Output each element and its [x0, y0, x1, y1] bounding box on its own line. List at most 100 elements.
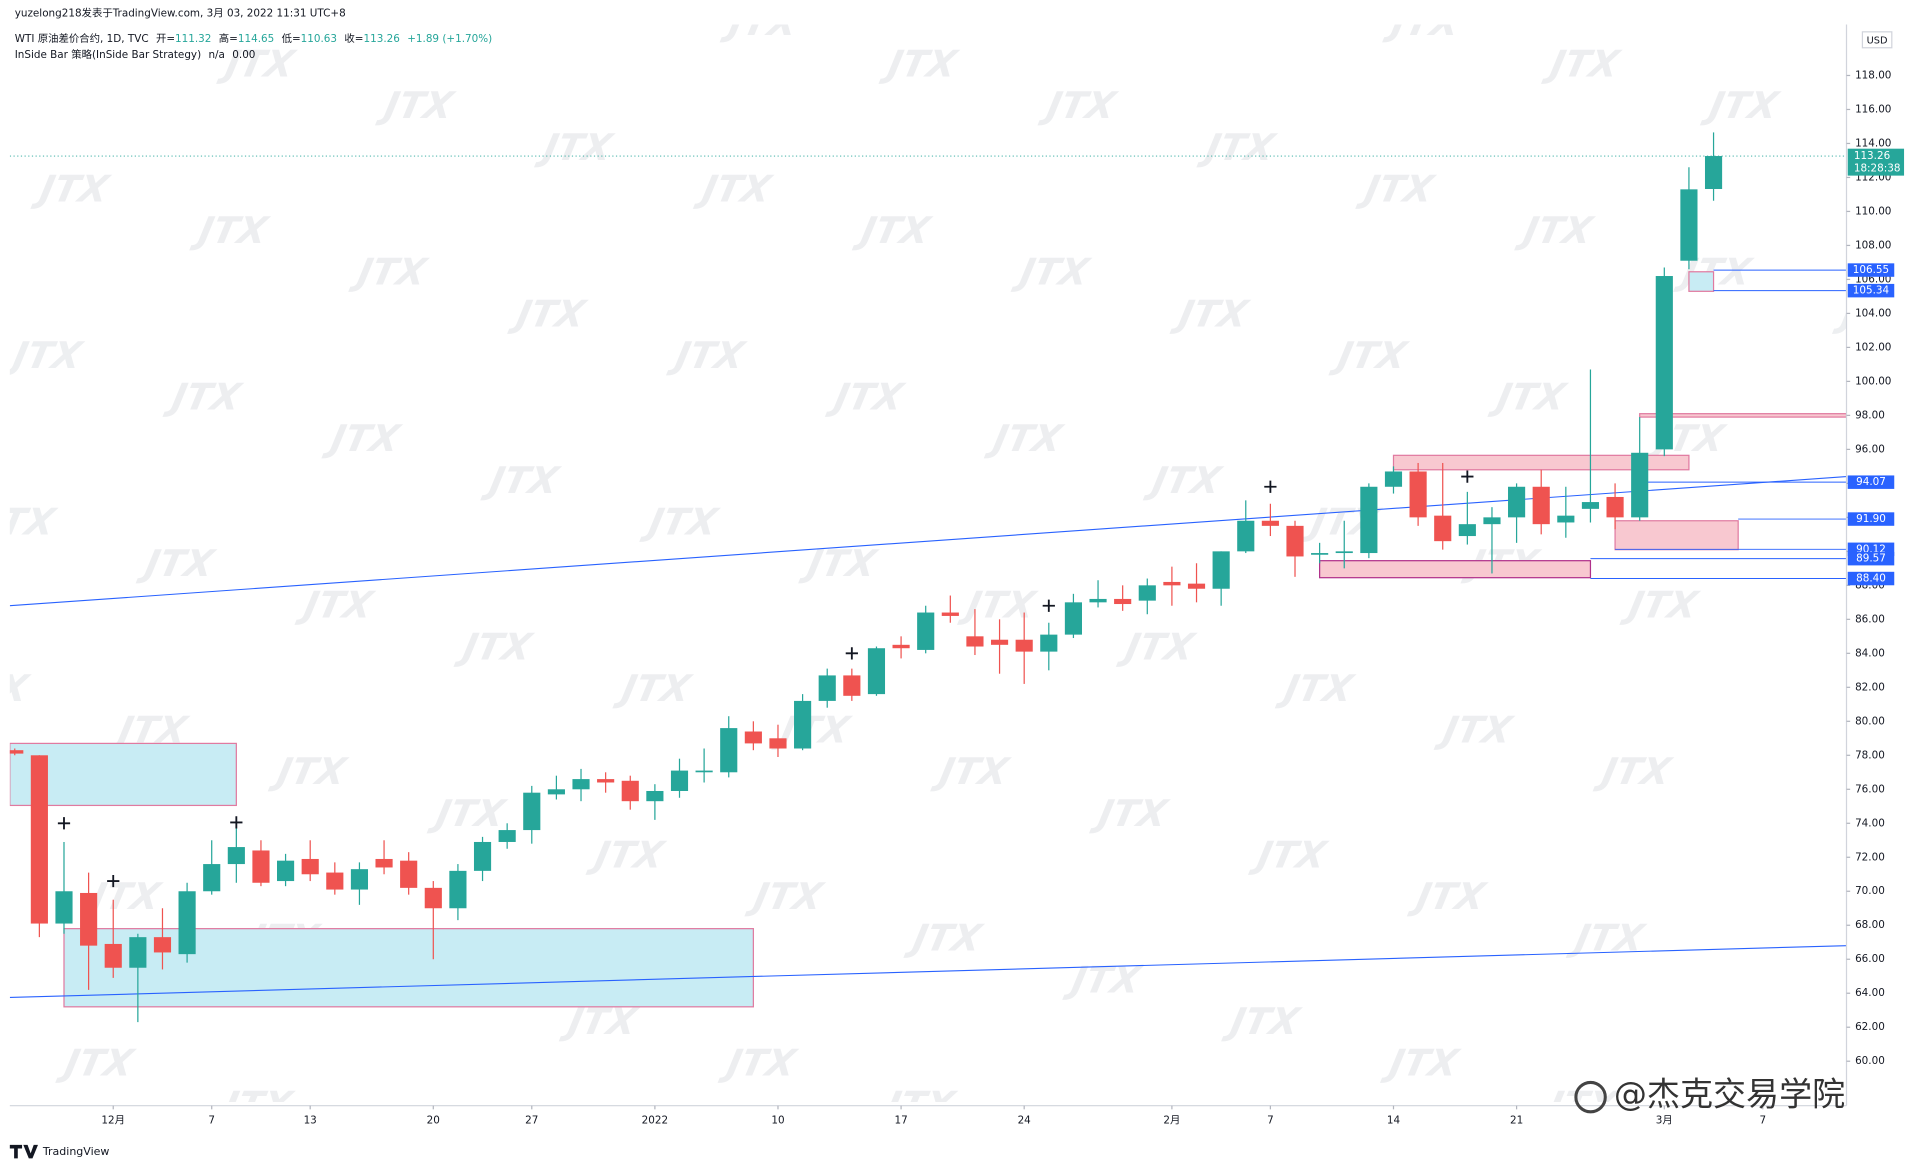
watermark: JTX: [1699, 85, 1784, 128]
candle-body: [892, 644, 910, 649]
watermark: JTX: [1513, 209, 1598, 252]
candle-body: [375, 858, 393, 868]
candle-body: [424, 887, 442, 909]
candle-body: [794, 700, 812, 749]
candle-body: [843, 675, 861, 696]
field-value: 114.65: [238, 33, 274, 45]
change: +1.89 (+1.70%): [407, 33, 492, 45]
y-tick-label: 96.00: [1855, 443, 1885, 455]
candle-body: [1335, 551, 1353, 554]
candle-body: [30, 755, 48, 924]
candle-body: [1138, 585, 1156, 601]
candle-body: [129, 937, 147, 968]
watermark: JTX: [479, 459, 564, 502]
watermark: JTX: [638, 501, 723, 544]
watermark: JTX: [983, 418, 1068, 461]
plot-area: [9, 132, 1847, 1023]
watermark: JTX: [956, 584, 1041, 627]
field-name: 收=: [344, 32, 363, 45]
candle-body: [400, 860, 418, 888]
watermark: JTX: [929, 751, 1014, 794]
x-tick-label: 17: [894, 1114, 907, 1126]
candle-body: [1606, 496, 1624, 518]
candle-body: [1114, 598, 1132, 605]
x-tick-label: 7: [1267, 1114, 1274, 1126]
watermark: JTX: [1220, 1000, 1305, 1043]
y-tick-label: 100.00: [1855, 375, 1891, 387]
signal-marker: [1461, 470, 1474, 483]
author-line: yuzelong218发表于TradingView.com, 3月 03, 20…: [15, 6, 346, 19]
indicator-name: InSide Bar 策略(InSide Bar Strategy): [15, 48, 201, 61]
price-label: 94.07: [1856, 476, 1886, 488]
trendline: [9, 945, 1847, 999]
field-value: 113.26: [364, 33, 400, 45]
price-label-box: [1847, 475, 1895, 489]
y-tick-label: 84.00: [1855, 647, 1885, 659]
watermark: JTX: [1168, 293, 1253, 336]
candle-body: [1064, 602, 1082, 635]
candle-body: [1631, 452, 1649, 518]
candle-body: [670, 770, 689, 791]
candle-body: [966, 636, 984, 647]
y-tick-label: 62.00: [1855, 1021, 1885, 1033]
candle-body: [1311, 553, 1329, 555]
watermark: JTX: [161, 376, 246, 419]
field-name: 低=: [282, 32, 301, 45]
y-tick-label: 82.00: [1855, 681, 1885, 693]
candle-body: [326, 872, 344, 890]
watermark: JTX: [1195, 126, 1280, 169]
y-tick-label: 118.00: [1855, 69, 1891, 81]
watermark: JTX: [2, 334, 87, 377]
price-label: 88.40: [1856, 573, 1886, 585]
price-label: 91.90: [1856, 513, 1886, 525]
watermark: JTX: [1274, 667, 1359, 710]
candle-body: [1458, 524, 1476, 537]
watermark: JTX: [1247, 834, 1332, 877]
x-tick-label: 2022: [642, 1114, 668, 1126]
indicator-status: n/a: [208, 49, 224, 61]
candle-body: [621, 780, 639, 802]
candle-body: [1409, 471, 1427, 518]
candle-body: [720, 728, 738, 773]
signal-marker: [57, 817, 71, 830]
watermark: JTX: [1088, 792, 1173, 835]
candle-body: [695, 770, 713, 773]
watermark: JTX: [533, 126, 618, 169]
candle-body: [473, 841, 492, 871]
indicator-legend: InSide Bar 策略(InSide Bar Strategy) n/a 0.0…: [15, 48, 256, 61]
x-tick-label: 7: [1759, 1114, 1766, 1126]
candle-body: [9, 750, 24, 754]
candle-body: [523, 792, 541, 831]
watermark: JTX: [1009, 251, 1094, 294]
candle-body: [769, 738, 787, 749]
watermark: JTX: [692, 168, 777, 211]
candle-body: [55, 891, 73, 924]
footer-logo: [9, 1144, 38, 1159]
price-label-box: [1847, 551, 1895, 566]
watermark: JTX: [188, 209, 273, 252]
zone: [1614, 520, 1739, 551]
watermark: JTX: [1036, 85, 1121, 128]
candle-body: [104, 943, 122, 968]
y-tick-label: 104.00: [1855, 307, 1891, 319]
candle-body: [597, 779, 615, 783]
candle-body: [1532, 486, 1550, 525]
watermark: JTX: [320, 418, 405, 461]
watermark: JTX: [718, 1, 803, 44]
candle-body: [277, 860, 295, 882]
countdown: 18:28:38: [1854, 162, 1901, 174]
watermark: JTX: [1354, 168, 1439, 211]
x-tick-label: 14: [1387, 1114, 1401, 1126]
y-tick-label: 110.00: [1855, 205, 1891, 217]
watermark: JTX: [902, 917, 987, 960]
candle-body: [498, 830, 516, 842]
candle-body: [646, 790, 664, 802]
candle-body: [178, 891, 196, 955]
watermark: JTX: [347, 251, 432, 294]
watermark: JTX: [1486, 376, 1571, 419]
candle-body: [1655, 276, 1673, 450]
field-value: 111.32: [175, 33, 211, 45]
candle-body: [1557, 515, 1575, 523]
